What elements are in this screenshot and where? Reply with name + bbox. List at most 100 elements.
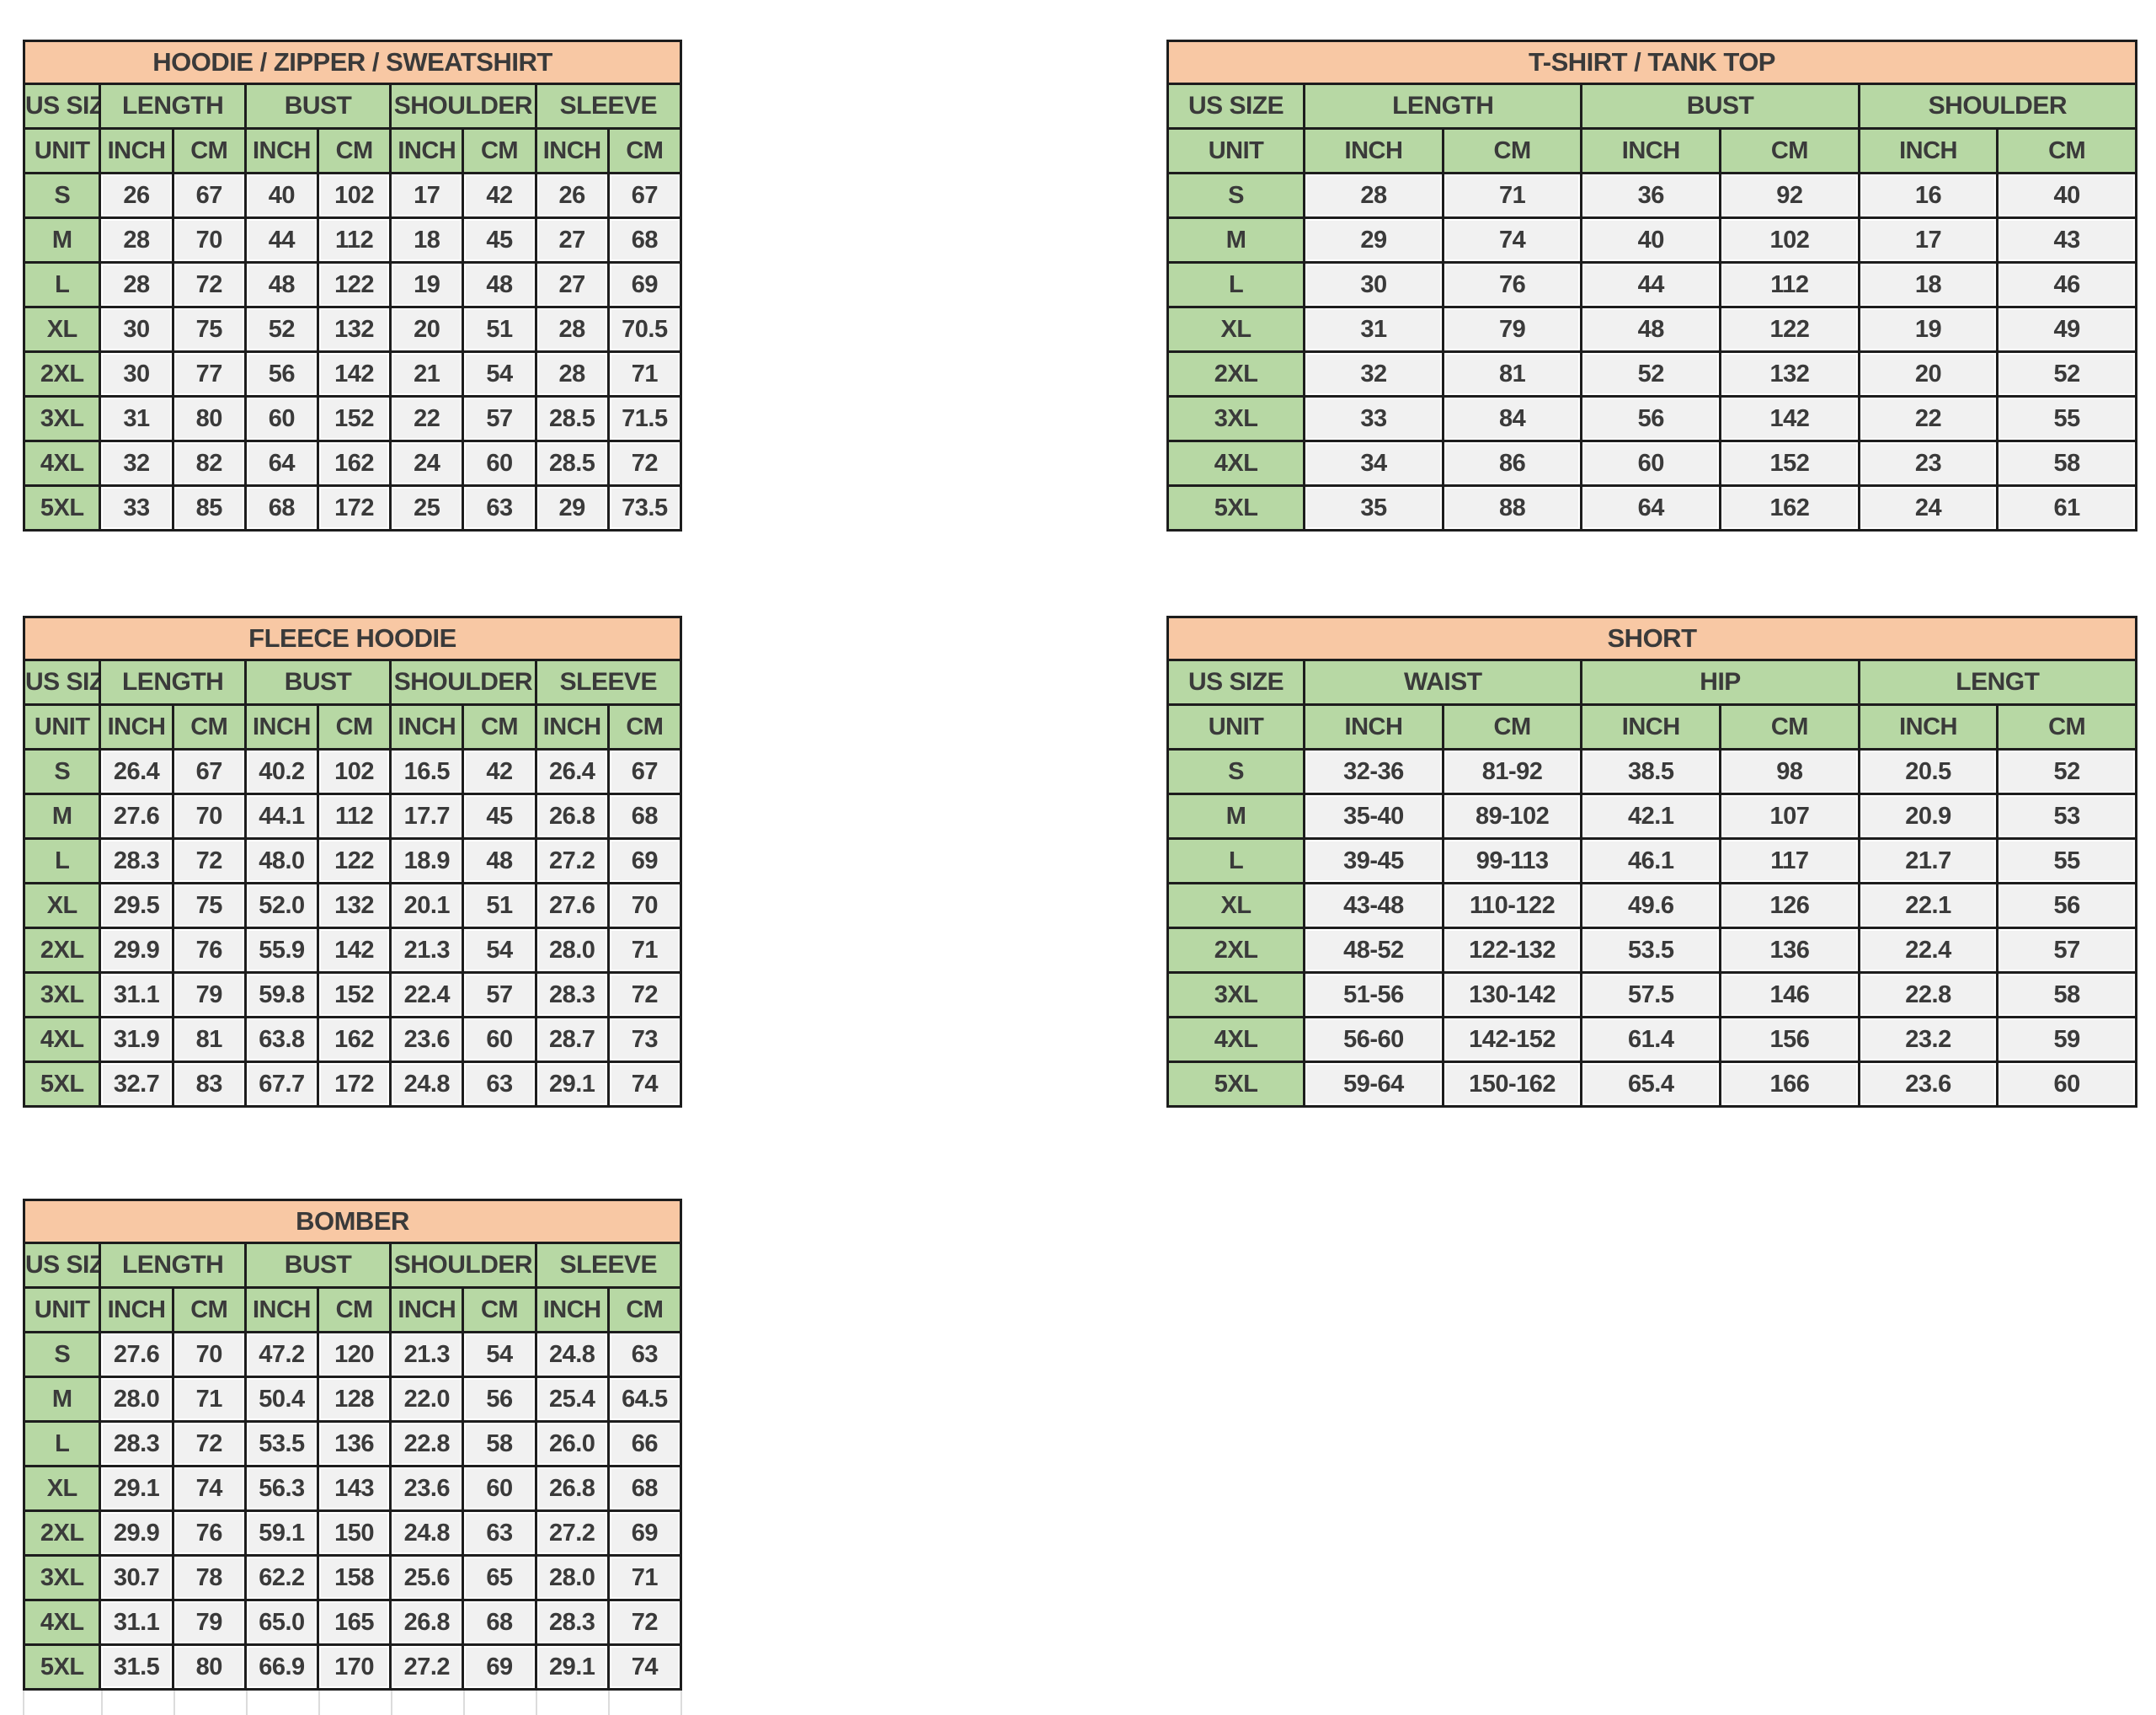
measurement-value: 61.4 (1580, 1016, 1722, 1063)
measurement-value: 170 (317, 1643, 392, 1691)
measurement-value: 29 (534, 484, 610, 532)
size-label: 3XL (1166, 971, 1306, 1018)
measurement-value: 42.1 (1580, 793, 1722, 840)
measurement-value: 56 (1580, 395, 1722, 442)
measurement-value: 27.2 (389, 1643, 465, 1691)
size-label: M (1166, 793, 1306, 840)
measurement-value: 27 (534, 216, 610, 264)
measurement-value: 73.5 (606, 484, 683, 532)
measurement-value: 28.7 (534, 1016, 610, 1063)
measurement-value: 120 (317, 1331, 392, 1378)
measurement-value: 71 (1441, 172, 1583, 219)
measurement-value: 53.5 (243, 1420, 320, 1467)
measurement-value: 23.6 (389, 1465, 465, 1512)
size-label: 5XL (1166, 1061, 1306, 1108)
size-label: S (22, 1331, 102, 1378)
size-label: XL (22, 882, 102, 929)
measurement-value: 22.8 (1857, 971, 1999, 1018)
size-label: 4XL (22, 440, 102, 487)
empty-grid-cell (320, 1691, 392, 1715)
measurement-value: 68 (606, 793, 683, 840)
us-size-header: US SIZE (22, 1242, 102, 1289)
measurement-value: 40 (1996, 172, 2137, 219)
measurement-value: 35-40 (1303, 793, 1444, 840)
measurement-value: 76 (1441, 261, 1583, 308)
measurement-group-header: BUST (243, 1242, 392, 1289)
measurement-value: 28 (99, 216, 174, 264)
measurement-value: 52.0 (243, 882, 320, 929)
measurement-value: 69 (606, 837, 683, 884)
inch-unit-header: INCH (1857, 703, 1999, 751)
measurement-value: 67 (606, 172, 683, 219)
cm-unit-header: CM (462, 703, 537, 751)
measurement-group-header: BUST (1580, 83, 1860, 130)
measurement-value: 76 (171, 1509, 247, 1557)
measurement-value: 73 (606, 1016, 683, 1063)
measurement-value: 46.1 (1580, 837, 1722, 884)
measurement-value: 142 (317, 927, 392, 974)
inch-unit-header: INCH (1580, 127, 1722, 174)
measurement-value: 23.2 (1857, 1016, 1999, 1063)
measurement-group-header: SLEEVE (534, 83, 683, 130)
table-row: M 27.6 70 44.1 112 17.7 45 26.8 68 (22, 793, 683, 840)
measurement-value: 32.7 (99, 1061, 174, 1108)
measurement-value: 46 (1996, 261, 2137, 308)
size-label: 4XL (22, 1016, 102, 1063)
size-label: XL (1166, 882, 1306, 929)
measurement-value: 20 (1857, 350, 1999, 398)
table-row: XL 43-48 110-122 49.6 126 22.1 56 (1166, 882, 2137, 929)
empty-grid-cell (537, 1691, 611, 1715)
measurement-value: 88 (1441, 484, 1583, 532)
size-label: S (22, 172, 102, 219)
measurement-value: 75 (171, 882, 247, 929)
measurement-value: 89-102 (1441, 793, 1583, 840)
measurement-value: 68 (606, 1465, 683, 1512)
measurement-value: 29.9 (99, 927, 174, 974)
measurement-group-header: SHOULDER (1857, 83, 2138, 130)
empty-grid-cell (23, 1691, 103, 1715)
measurement-value: 31.9 (99, 1016, 174, 1063)
measurement-value: 69 (606, 261, 683, 308)
unit-header: UNIT (1166, 127, 1306, 174)
measurement-value: 44 (1580, 261, 1722, 308)
measurement-value: 79 (171, 1599, 247, 1646)
measurement-value: 29.1 (99, 1465, 174, 1512)
size-label: 2XL (22, 927, 102, 974)
measurement-value: 63 (606, 1331, 683, 1378)
measurement-value: 75 (171, 306, 247, 353)
size-label: 2XL (22, 350, 102, 398)
measurement-value: 50.4 (243, 1376, 320, 1423)
size-label: L (22, 1420, 102, 1467)
inch-unit-header: INCH (243, 127, 320, 174)
measurement-value: 45 (462, 793, 537, 840)
measurement-value: 59-64 (1303, 1061, 1444, 1108)
measurement-value: 74 (606, 1643, 683, 1691)
cm-unit-header: CM (1719, 127, 1860, 174)
cm-unit-header: CM (606, 127, 683, 174)
table-row: M 28 70 44 112 18 45 27 68 (22, 216, 683, 264)
measurement-value: 70 (171, 793, 247, 840)
size-label: M (1166, 216, 1306, 264)
table-row: 3XL 31 80 60 152 22 57 28.5 71.5 (22, 395, 683, 442)
measurement-value: 58 (1996, 440, 2137, 487)
measurement-value: 34 (1303, 440, 1444, 487)
inch-unit-header: INCH (99, 127, 174, 174)
measurement-value: 74 (606, 1061, 683, 1108)
us-size-header: US SIZE (22, 83, 102, 130)
measurement-value: 40.2 (243, 748, 320, 795)
size-label: 5XL (22, 1061, 102, 1108)
measurement-value: 81 (171, 1016, 247, 1063)
measurement-value: 64 (243, 440, 320, 487)
cm-unit-header: CM (606, 1286, 683, 1333)
measurement-value: 57.5 (1580, 971, 1722, 1018)
size-label: S (1166, 172, 1306, 219)
measurement-value: 27.2 (534, 837, 610, 884)
measurement-value: 117 (1719, 837, 1860, 884)
size-label: 4XL (1166, 1016, 1306, 1063)
table-row: 2XL 29.9 76 55.9 142 21.3 54 28.0 71 (22, 927, 683, 974)
table-row: L 28 72 48 122 19 48 27 69 (22, 261, 683, 308)
measurement-value: 29.1 (534, 1643, 610, 1691)
inch-unit-header: INCH (99, 1286, 174, 1333)
measurement-value: 24 (1857, 484, 1999, 532)
measurement-value: 82 (171, 440, 247, 487)
